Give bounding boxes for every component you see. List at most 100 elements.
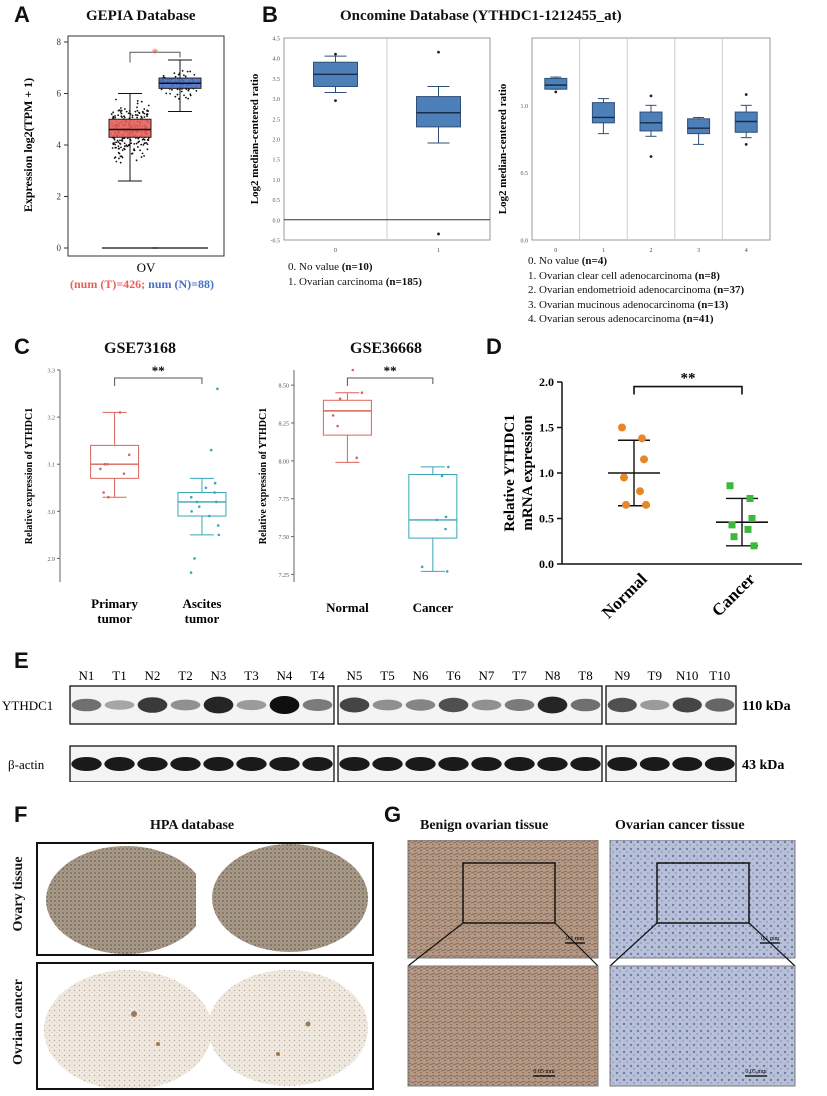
data-point bbox=[746, 494, 754, 502]
data-point bbox=[726, 482, 734, 490]
data-point bbox=[444, 527, 447, 531]
legend-item: 1. Ovarian clear cell adenocarcinoma (n=… bbox=[528, 270, 720, 282]
panel-f-row2-label: Ovrian cancer bbox=[11, 979, 26, 1065]
y-axis-label-line1: Relative YTHDC1 bbox=[502, 414, 518, 531]
lane-label: T1 bbox=[112, 668, 126, 683]
data-point bbox=[638, 434, 646, 443]
x-tick-label: 0 bbox=[334, 248, 337, 254]
panel-g-ihc-images: 0.1 mm 0.1 mm 0.05 mm 0.05 mm bbox=[407, 840, 796, 1087]
data-point bbox=[117, 114, 120, 116]
data-point bbox=[112, 143, 115, 146]
data-point bbox=[216, 387, 219, 391]
data-point bbox=[642, 500, 650, 509]
data-point bbox=[169, 92, 171, 95]
data-point bbox=[216, 524, 220, 527]
data-point bbox=[140, 115, 143, 118]
data-point bbox=[138, 140, 141, 143]
data-point bbox=[130, 142, 133, 145]
data-point bbox=[143, 108, 146, 110]
data-point bbox=[141, 110, 144, 113]
band-actin bbox=[438, 757, 469, 771]
panel-g-col1-label: Benign ovarian tissue bbox=[420, 818, 549, 833]
data-point bbox=[120, 109, 123, 112]
band-ythdc1 bbox=[570, 698, 601, 712]
outlier bbox=[334, 99, 337, 103]
data-point bbox=[160, 88, 163, 91]
sig-star: * bbox=[152, 46, 159, 61]
panel-label-a: A bbox=[14, 2, 30, 27]
x-tick-label: 3 bbox=[697, 248, 700, 254]
lane-label: T4 bbox=[310, 668, 325, 683]
x-axis-label: OV bbox=[137, 260, 156, 275]
data-point bbox=[181, 69, 184, 72]
y-tick-label: 2 bbox=[57, 192, 62, 202]
data-point bbox=[117, 141, 120, 143]
y-tick-label: 2.0 bbox=[273, 138, 281, 144]
x-tick-label: 1 bbox=[437, 248, 440, 254]
data-point bbox=[116, 139, 119, 142]
lane-label: T9 bbox=[648, 668, 662, 683]
data-point bbox=[165, 92, 168, 95]
data-point bbox=[136, 102, 139, 105]
data-point bbox=[112, 116, 115, 119]
box-Primary tumor bbox=[90, 444, 140, 479]
cancer-zoom-image bbox=[609, 965, 796, 1087]
cancer-scale-bottom: 0.05 mm bbox=[745, 1069, 767, 1075]
kda-actin: 43 kDa bbox=[742, 758, 784, 773]
data-point bbox=[360, 391, 364, 395]
kda-ythdc1: 110 kDa bbox=[742, 699, 791, 714]
data-point bbox=[620, 473, 628, 482]
data-point bbox=[120, 112, 123, 115]
sig-bracket bbox=[346, 377, 434, 386]
data-point bbox=[138, 112, 141, 114]
panel-label-b: B bbox=[262, 2, 278, 27]
data-point bbox=[143, 138, 146, 141]
lane-label: T3 bbox=[244, 668, 258, 683]
panel-d-chart: 2.0 1.5 1.0 0.5 0.0 Relative YTHDC1 mRNA expre… bbox=[502, 371, 802, 622]
data-point bbox=[103, 462, 107, 466]
data-point bbox=[137, 137, 140, 140]
data-point bbox=[113, 138, 116, 141]
cancer-scale-top: 0.1 mm bbox=[761, 936, 780, 942]
legend-text: 0. No value bbox=[528, 255, 582, 267]
cancer-core-2 bbox=[208, 970, 368, 1086]
row-label-ythdc1: YTHDC1 bbox=[2, 698, 53, 713]
panel-b-left-chart: 4.5 4.0 3.5 3.0 2.5 2.0 1.5 1.0 0.5 0.0 -0.5 Log2 m… bbox=[249, 37, 491, 254]
data-point bbox=[213, 481, 217, 485]
sig-label: ** bbox=[152, 363, 165, 378]
x-label: tumor bbox=[185, 611, 220, 626]
y-tick-label: -0.5 bbox=[271, 239, 281, 245]
benign-zoom-image bbox=[407, 965, 599, 1087]
band-ythdc1 bbox=[71, 698, 102, 712]
data-point bbox=[435, 518, 439, 522]
band-ythdc1 bbox=[672, 697, 702, 713]
box-0 bbox=[544, 77, 568, 90]
data-point bbox=[187, 97, 190, 100]
band-actin bbox=[339, 757, 370, 771]
data-point bbox=[114, 143, 117, 146]
panel-f-row1-label: Ovary tissue bbox=[11, 856, 26, 932]
x-label: Primary bbox=[91, 596, 138, 611]
data-point bbox=[193, 557, 196, 560]
data-point bbox=[143, 154, 145, 157]
data-point bbox=[146, 139, 149, 141]
data-point bbox=[750, 542, 758, 550]
cancer-zoom-box bbox=[656, 862, 750, 924]
ovary-tissue-frame bbox=[36, 842, 374, 956]
y-tick-label: 0.0 bbox=[273, 218, 281, 224]
data-point bbox=[114, 115, 116, 117]
panel-label-c: C bbox=[14, 334, 30, 359]
y-tick-label: 3.0 bbox=[48, 510, 56, 516]
y-tick-label: 6 bbox=[57, 89, 62, 99]
legend-item: 3. Ovarian mucinous adenocarcinoma (n=13… bbox=[528, 299, 728, 311]
data-point bbox=[197, 505, 201, 508]
data-point bbox=[355, 456, 359, 460]
data-point bbox=[146, 148, 149, 151]
x-tick-label: 4 bbox=[745, 248, 748, 254]
sig-bracket bbox=[129, 51, 181, 63]
data-point bbox=[123, 148, 126, 151]
data-point bbox=[102, 491, 105, 494]
band-actin bbox=[405, 757, 436, 771]
data-point bbox=[134, 110, 137, 113]
data-point bbox=[640, 455, 648, 464]
